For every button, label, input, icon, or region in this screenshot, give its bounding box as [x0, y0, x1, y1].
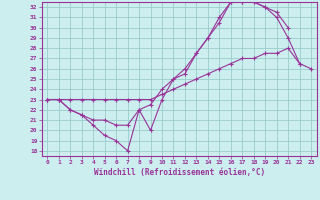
X-axis label: Windchill (Refroidissement éolien,°C): Windchill (Refroidissement éolien,°C): [94, 168, 265, 177]
